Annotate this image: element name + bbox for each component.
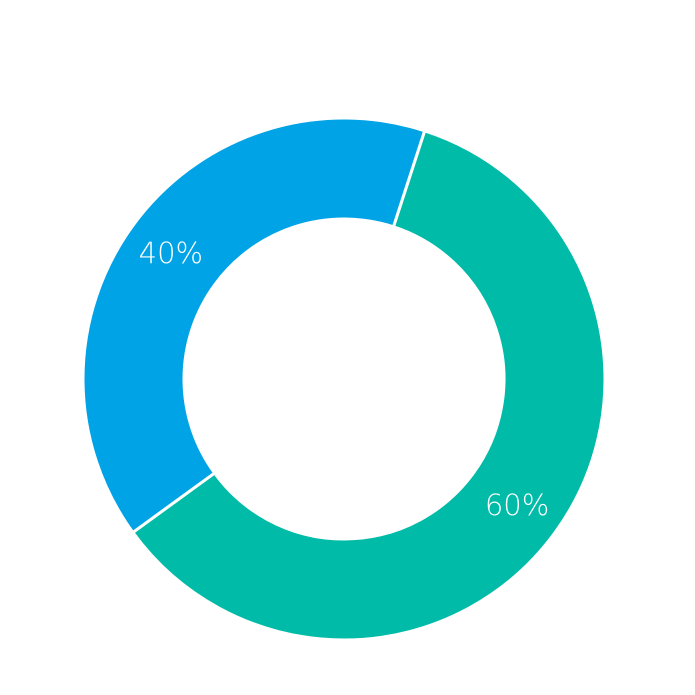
donut-slice-60-percent [130, 128, 607, 642]
slice-label-40-percent: 40% [139, 236, 203, 270]
donut-slice-40-percent [81, 116, 427, 535]
slice-label-60-percent: 60% [485, 488, 549, 522]
